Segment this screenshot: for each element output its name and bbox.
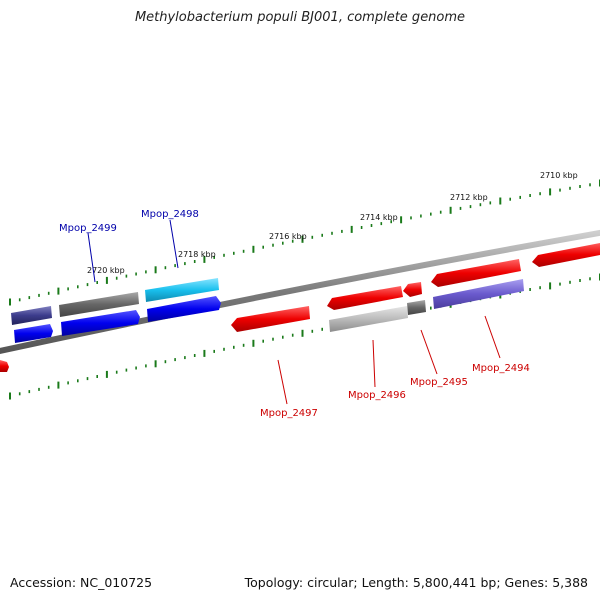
- gene-arrow[interactable]: [431, 259, 521, 287]
- gene-arrow[interactable]: [433, 279, 524, 309]
- topology-text: Topology: circular; Length: 5,800,441 bp…: [244, 575, 588, 590]
- callout-line: [169, 219, 179, 269]
- genome-backbone: [0, 229, 600, 354]
- gene-label-mpop-2498[interactable]: Mpop_2498: [141, 209, 199, 220]
- tick-label: 2720 kbp: [87, 266, 125, 275]
- callout-line: [277, 359, 288, 405]
- tick-label: 2718 kbp: [178, 250, 216, 259]
- gene-arrow[interactable]: [231, 306, 310, 332]
- gene-arrow[interactable]: [147, 296, 221, 322]
- gene-arrow[interactable]: [11, 306, 52, 325]
- gene-arrow[interactable]: [145, 278, 219, 302]
- tick-label: 2712 kbp: [450, 193, 488, 202]
- gene-label-mpop-2497[interactable]: Mpop_2497: [260, 408, 318, 419]
- gene-arrow[interactable]: [0, 360, 9, 372]
- gene-arrow[interactable]: [532, 242, 600, 267]
- gene-arrow[interactable]: [61, 310, 140, 336]
- gene-arrow[interactable]: [14, 324, 53, 343]
- gene-arrow[interactable]: [327, 286, 403, 310]
- gene-label-mpop-2494[interactable]: Mpop_2494: [472, 363, 530, 374]
- reverse-strand-features: [0, 279, 524, 372]
- forward-strand-features: [11, 242, 600, 325]
- callout-line: [372, 339, 376, 388]
- gene-arrow[interactable]: [329, 306, 408, 332]
- tick-ruler-outer: [9, 179, 600, 306]
- gene-arrow[interactable]: [403, 282, 422, 297]
- accession-text: Accession: NC_010725: [10, 575, 153, 590]
- tick-label: 2716 kbp: [269, 232, 307, 241]
- gene-arrow[interactable]: [407, 300, 426, 315]
- gene-label-mpop-2496[interactable]: Mpop_2496: [348, 390, 406, 401]
- gene-label-mpop-2495[interactable]: Mpop_2495: [410, 377, 468, 388]
- callout-line: [420, 329, 438, 375]
- map-title: Methylobacterium populi BJ001, complete …: [134, 10, 466, 25]
- tick-label: 2714 kbp: [360, 213, 398, 222]
- callout-line: [87, 232, 96, 283]
- gene-label-mpop-2499[interactable]: Mpop_2499: [59, 223, 117, 234]
- tick-label: 2710 kbp: [540, 171, 578, 180]
- callout-line: [484, 315, 501, 359]
- gene-arrow[interactable]: [59, 292, 139, 317]
